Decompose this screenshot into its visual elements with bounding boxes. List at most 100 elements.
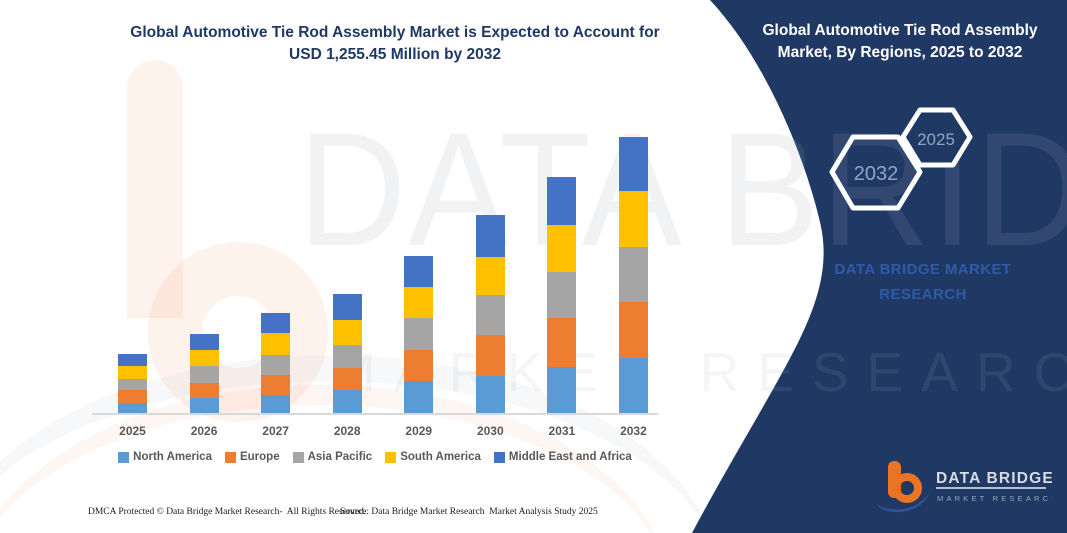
bar-segment <box>332 344 362 368</box>
chart-title: Global Automotive Tie Rod Assembly Marke… <box>95 22 695 67</box>
bar-segment <box>189 349 219 367</box>
legend-swatch <box>292 451 304 463</box>
x-axis-label: 2025 <box>119 424 146 438</box>
bar-segment <box>404 255 434 287</box>
bar-segment <box>547 224 577 273</box>
x-axis-label: 2029 <box>405 424 433 438</box>
panel-brand-line1: DATA BRIDGE MARKET <box>834 261 1012 278</box>
legend: North America Europe Asia Pacific South Ame… <box>92 451 658 463</box>
bar-segment <box>475 295 505 336</box>
bar-segment <box>547 272 577 319</box>
bar-segment <box>332 294 362 320</box>
hexagon-2032 <box>829 134 923 211</box>
legend-item: Asia Pacific <box>292 451 373 463</box>
bar-segment <box>261 333 291 356</box>
legend-label: Europe <box>239 451 280 463</box>
bar-segment <box>475 215 505 257</box>
bar-segment <box>261 313 291 334</box>
side-panel-background <box>692 0 1067 533</box>
side-panel-title-line2: Market, By Regions, 2025 to 2032 <box>777 44 1023 62</box>
bar-segment <box>118 402 147 413</box>
bar-segment <box>547 367 577 413</box>
side-panel-title: Global Automotive Tie Rod Assembly Marke… <box>742 20 1058 65</box>
bar-segment <box>475 256 505 296</box>
logo-swoosh <box>876 492 930 513</box>
legend-swatch <box>224 451 236 463</box>
bar-segment <box>547 318 577 368</box>
bar-segment <box>404 349 434 382</box>
hexagon-2032-label: 2032 <box>854 163 899 185</box>
plot-area <box>92 102 658 415</box>
legend-item: Europe <box>224 451 280 463</box>
x-axis-labels: 2025 2026 2027 2028 2029 2030 2031 2032 <box>92 424 658 438</box>
bar-segment <box>618 191 648 247</box>
bar-2032 <box>618 137 648 413</box>
bar-2026 <box>189 333 219 413</box>
bar-segment <box>404 317 434 350</box>
bar-segment <box>332 390 362 413</box>
x-axis-label: 2026 <box>190 424 218 438</box>
bar-2025 <box>118 354 147 413</box>
bar-2029 <box>404 255 434 413</box>
hexagon-2025 <box>900 107 973 168</box>
bar-segment <box>118 379 147 391</box>
bar-2028 <box>332 294 362 413</box>
side-panel-title-line1: Global Automotive Tie Rod Assembly <box>762 22 1038 39</box>
bar-segment <box>261 355 291 375</box>
bar-segment <box>118 366 147 380</box>
legend-swatch <box>385 451 397 463</box>
logo-wordmark: DATA BRIDGE <box>936 470 1052 487</box>
bar-segment <box>618 302 648 358</box>
bar-segment <box>475 335 505 377</box>
bar-segment <box>261 374 291 396</box>
panel-brand-text: DATA BRIDGE MARKET RESEARCH <box>795 258 1051 308</box>
legend-swatch <box>493 451 505 463</box>
x-axis-label: 2028 <box>333 424 361 438</box>
logo-b-bowl <box>892 473 922 503</box>
bar-segment <box>118 354 147 367</box>
hexagon-years-graphic: 2032 2025 <box>829 107 973 211</box>
bar-segment <box>189 366 219 383</box>
bar-segment <box>618 358 648 413</box>
bar-2031 <box>547 176 577 413</box>
dbmr-logo: DATA BRIDGE MARKET RESEARCH <box>876 461 1052 513</box>
legend-item: South America <box>385 451 481 463</box>
chart-title-line1: Global Automotive Tie Rod Assembly Marke… <box>130 24 660 41</box>
bar-segment <box>261 395 291 413</box>
x-axis-label: 2030 <box>476 424 504 438</box>
legend-item: Middle East and Africa <box>493 451 632 463</box>
legend-swatch <box>118 451 130 463</box>
legend-label: South America <box>400 451 481 463</box>
bar-segment <box>547 176 577 225</box>
logo-tagline: MARKET RESEARCH <box>937 494 1052 503</box>
bar-segment <box>618 247 648 302</box>
bar-segment <box>332 367 362 391</box>
bar-2030 <box>475 215 505 413</box>
bar-segment <box>189 333 219 350</box>
chart-title-line2: USD 1,255.45 Million by 2032 <box>289 46 501 64</box>
x-axis-label: 2031 <box>548 424 576 438</box>
x-axis-label: 2027 <box>262 424 289 438</box>
hexagon-2025-label: 2025 <box>917 130 955 149</box>
source-note: Source: Data Bridge Market Research Mark… <box>340 507 598 517</box>
legend-item: North America <box>118 451 212 463</box>
stacked-bar-chart: 2025 2026 2027 2028 2029 2030 2031 2032 North A… <box>92 102 658 463</box>
bar-segment <box>189 382 219 398</box>
bar-2027 <box>261 313 291 413</box>
bar-segment <box>189 397 219 413</box>
bar-segment <box>618 137 648 191</box>
bar-segment <box>404 286 434 318</box>
bar-segment <box>404 381 434 413</box>
legend-label: Asia Pacific <box>307 451 373 463</box>
dmca-notice: DMCA Protected © Data Bridge Market Rese… <box>88 507 367 517</box>
bar-segment <box>475 376 505 413</box>
legend-label: Middle East and Africa <box>508 451 632 463</box>
panel-brand-line2: RESEARCH <box>879 285 967 303</box>
bar-segment <box>118 390 147 403</box>
legend-label: North America <box>133 451 212 463</box>
x-axis-label: 2032 <box>620 424 647 438</box>
bar-segment <box>332 319 362 345</box>
watermark-text-marketresearch: MARKET RESEARCH <box>330 341 1067 403</box>
